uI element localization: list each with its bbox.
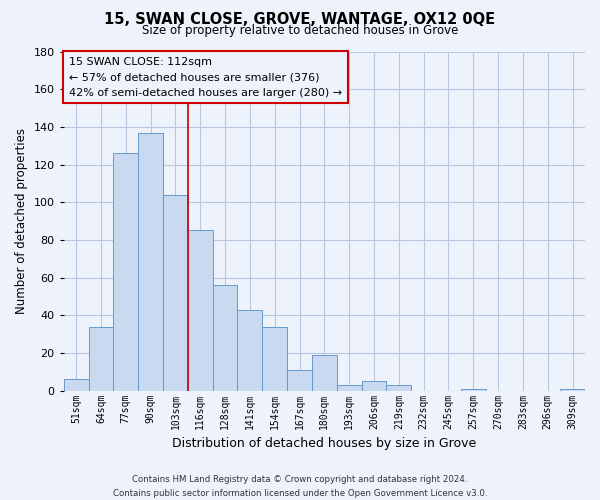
Bar [362, 381, 386, 390]
Text: Contains HM Land Registry data © Crown copyright and database right 2024.
Contai: Contains HM Land Registry data © Crown c… [113, 476, 487, 498]
Bar [312, 355, 337, 390]
Bar [163, 194, 188, 390]
Bar [461, 389, 486, 390]
Y-axis label: Number of detached properties: Number of detached properties [15, 128, 28, 314]
X-axis label: Distribution of detached houses by size in Grove: Distribution of detached houses by size … [172, 437, 476, 450]
Bar [287, 370, 312, 390]
Bar [64, 380, 89, 390]
Bar [113, 153, 138, 390]
Bar [138, 132, 163, 390]
Bar [560, 389, 585, 390]
Bar [386, 385, 411, 390]
Text: 15 SWAN CLOSE: 112sqm
← 57% of detached houses are smaller (376)
42% of semi-det: 15 SWAN CLOSE: 112sqm ← 57% of detached … [69, 56, 342, 98]
Text: Size of property relative to detached houses in Grove: Size of property relative to detached ho… [142, 24, 458, 37]
Text: 15, SWAN CLOSE, GROVE, WANTAGE, OX12 0QE: 15, SWAN CLOSE, GROVE, WANTAGE, OX12 0QE [104, 12, 496, 28]
Bar [238, 310, 262, 390]
Bar [337, 385, 362, 390]
Bar [212, 285, 238, 391]
Bar [188, 230, 212, 390]
Bar [262, 326, 287, 390]
Bar [89, 326, 113, 390]
